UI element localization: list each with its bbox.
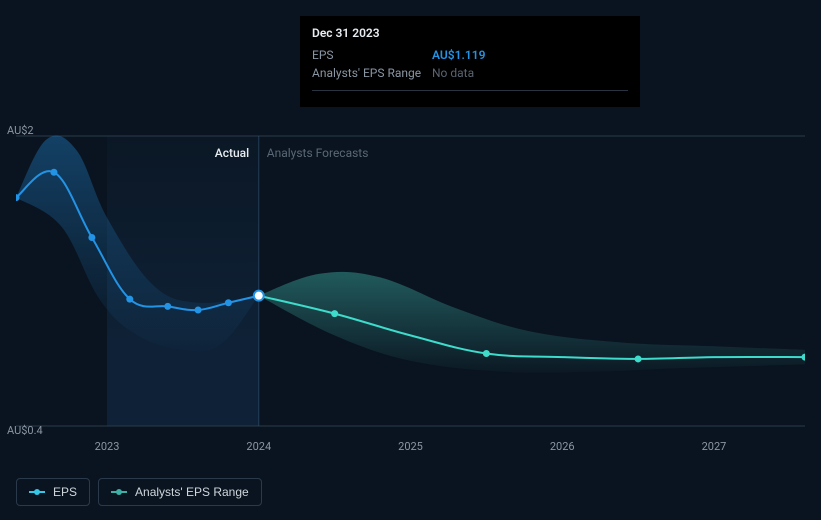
x-tick: 2027 (702, 440, 727, 453)
legend: EPS Analysts' EPS Range (16, 478, 262, 506)
tooltip-row-eps: EPS AU$1.119 (312, 46, 628, 64)
x-axis: 2023 2024 2025 2026 2027 (16, 440, 805, 460)
tooltip-label: Analysts' EPS Range (312, 66, 432, 80)
x-tick: 2023 (95, 440, 120, 453)
region-label-forecast: Analysts Forecasts (267, 146, 369, 160)
tooltip-date: Dec 31 2023 (312, 26, 628, 40)
tooltip-label: EPS (312, 48, 432, 62)
x-tick: 2026 (550, 440, 575, 453)
tooltip: Dec 31 2023 EPS AU$1.119 Analysts' EPS R… (300, 16, 640, 107)
chart-svg (16, 126, 805, 436)
tooltip-value: AU$1.119 (432, 48, 485, 62)
x-tick: 2025 (398, 440, 423, 453)
tooltip-value: No data (432, 66, 474, 80)
region-label-actual: Actual (215, 146, 249, 160)
legend-item-eps[interactable]: EPS (16, 478, 90, 506)
legend-swatch-eps (29, 488, 45, 496)
legend-label: Analysts' EPS Range (135, 485, 249, 499)
tooltip-row-range: Analysts' EPS Range No data (312, 64, 628, 82)
y-tick-bottom: AU$0.4 (7, 424, 43, 437)
chart-container: Dec 31 2023 EPS AU$1.119 Analysts' EPS R… (0, 0, 821, 520)
tooltip-divider (312, 90, 628, 91)
y-tick-top: AU$2 (7, 124, 34, 137)
legend-label: EPS (53, 485, 77, 499)
x-tick: 2024 (246, 440, 271, 453)
chart-area[interactable]: Actual Analysts Forecasts 20232024202520… (16, 126, 805, 460)
legend-item-range[interactable]: Analysts' EPS Range (98, 478, 262, 506)
legend-swatch-range (111, 488, 127, 496)
